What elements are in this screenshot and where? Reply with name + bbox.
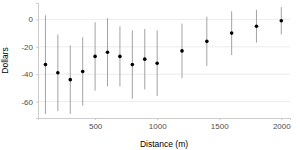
y-tick-mark — [36, 19, 38, 20]
x-axis-line — [39, 119, 291, 121]
x-tick-mark — [219, 118, 220, 120]
y-tick-mark — [36, 47, 38, 48]
y-axis: -60 -40 -20 0 — [21, 4, 38, 119]
point — [230, 31, 234, 35]
plot-area — [44, 7, 283, 114]
y-axis-title: Dollars — [0, 47, 10, 73]
y-tick-mark — [36, 74, 38, 75]
point — [205, 40, 209, 44]
point — [68, 78, 72, 82]
point — [280, 19, 284, 23]
x-tick-mark — [281, 118, 282, 120]
point — [106, 50, 110, 54]
point — [255, 24, 259, 28]
y-tick-label: -20 — [21, 43, 33, 52]
chart: 500 1000 1500 2000 -60 -40 -20 0 Distance (m) Dol… — [0, 0, 300, 150]
y-tick-label: -40 — [21, 70, 33, 79]
point — [56, 71, 60, 75]
grid-line — [38, 46, 290, 47]
point — [81, 70, 85, 74]
x-tick: 500 — [89, 118, 103, 131]
y-tick: -40 — [21, 70, 38, 79]
x-axis-title: Distance (m) — [140, 139, 188, 149]
point — [93, 55, 97, 59]
point — [155, 61, 159, 65]
x-tick: 2000 — [273, 118, 291, 131]
point — [44, 63, 48, 67]
x-tick-mark — [95, 118, 96, 120]
x-tick-label: 1500 — [211, 122, 229, 131]
grid-line — [38, 19, 290, 20]
x-tick-label: 2000 — [273, 122, 291, 131]
x-axis: 500 1000 1500 2000 — [39, 118, 292, 131]
y-tick: 0 — [29, 15, 38, 24]
point — [180, 49, 184, 53]
grid — [38, 19, 290, 101]
x-tick-label: 500 — [89, 122, 103, 131]
point — [131, 63, 135, 67]
x-tick-mark — [157, 118, 158, 120]
x-tick: 1500 — [211, 118, 229, 131]
y-axis-line — [36, 4, 39, 119]
y-tick-label: 0 — [29, 15, 34, 24]
x-tick-label: 1000 — [149, 122, 167, 131]
y-tick: -60 — [21, 98, 38, 107]
y-tick-mark — [36, 102, 38, 103]
y-tick-label: -60 — [21, 98, 33, 107]
point — [143, 57, 147, 61]
grid-line — [38, 74, 290, 75]
x-tick: 1000 — [149, 118, 167, 131]
y-tick: -20 — [21, 43, 38, 52]
point — [118, 55, 122, 59]
grid-line — [38, 101, 290, 102]
